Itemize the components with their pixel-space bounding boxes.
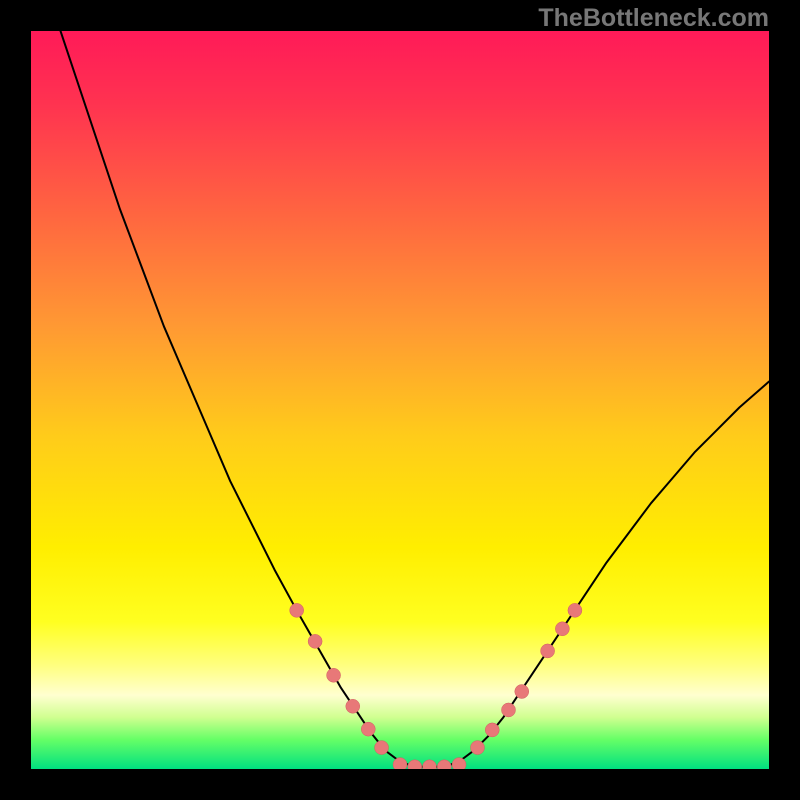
curve-marker — [470, 741, 484, 755]
curve-marker — [361, 722, 375, 736]
curve-marker — [515, 685, 529, 699]
curve-marker — [568, 603, 582, 617]
curve-marker — [541, 644, 555, 658]
bottleneck-curve-chart — [31, 31, 769, 769]
chart-root: TheBottleneck.com — [0, 0, 800, 800]
watermark-text: TheBottleneck.com — [538, 4, 769, 33]
curve-marker — [452, 758, 466, 769]
curve-marker — [485, 723, 499, 737]
curve-marker — [346, 699, 360, 713]
curve-marker — [555, 622, 569, 636]
plot-background — [31, 31, 769, 769]
curve-marker — [308, 634, 322, 648]
curve-marker — [375, 741, 389, 755]
curve-marker — [290, 603, 304, 617]
curve-marker — [501, 703, 515, 717]
curve-marker — [393, 758, 407, 769]
curve-marker — [327, 668, 341, 682]
